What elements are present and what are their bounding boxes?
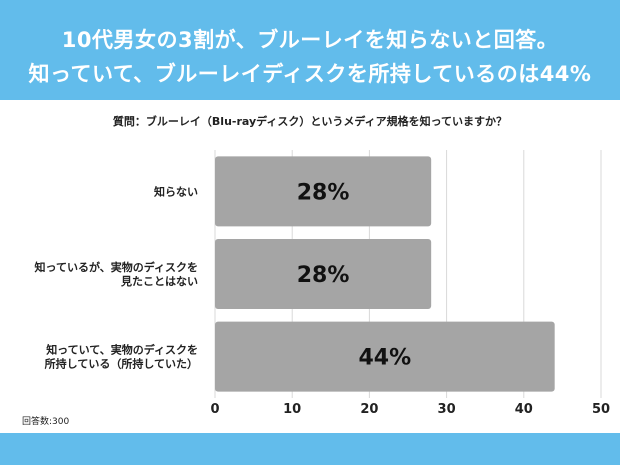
bar-3	[215, 321, 555, 392]
x-tick-label-0: 0	[210, 402, 219, 417]
x-tick-label-10: 10	[283, 402, 301, 417]
x-tick-label-50: 50	[592, 402, 610, 417]
footer-band	[0, 433, 620, 465]
bar-2	[215, 239, 432, 309]
response-count-note: 回答数:300	[22, 417, 70, 427]
bar-1	[215, 156, 432, 227]
data-label-2: 28%	[297, 263, 350, 288]
category-label-3-line-1: 知っていて、実物のディスクを	[45, 343, 198, 357]
x-tick-label-30: 30	[438, 402, 456, 417]
category-label-1-line-1: 知らない	[153, 184, 198, 198]
data-label-1: 28%	[297, 180, 350, 205]
x-tick-label-40: 40	[515, 402, 533, 417]
x-tick-label-20: 20	[360, 402, 378, 417]
headline-line-1: 10代男女の3割が、ブルーレイを知らないと回答。	[61, 28, 559, 52]
headline-line-2: 知っていて、ブルーレイディスクを所持しているのは44%	[28, 62, 592, 86]
category-label-2-line-2: 見たことはない	[120, 275, 198, 288]
survey-question: 質問：ブルーレイ（Blu-rayディスク）というメディア規格を知っていますか？	[112, 115, 508, 128]
category-label-3-line-2: 所持している（所持していた）	[45, 357, 198, 371]
header-banner: 10代男女の3割が、ブルーレイを知らないと回答。 知っていて、ブルーレイディスク…	[0, 0, 620, 100]
data-label-3: 44%	[359, 346, 412, 371]
category-label-2-line-1: 知っているが、実物のディスクを	[34, 260, 198, 274]
